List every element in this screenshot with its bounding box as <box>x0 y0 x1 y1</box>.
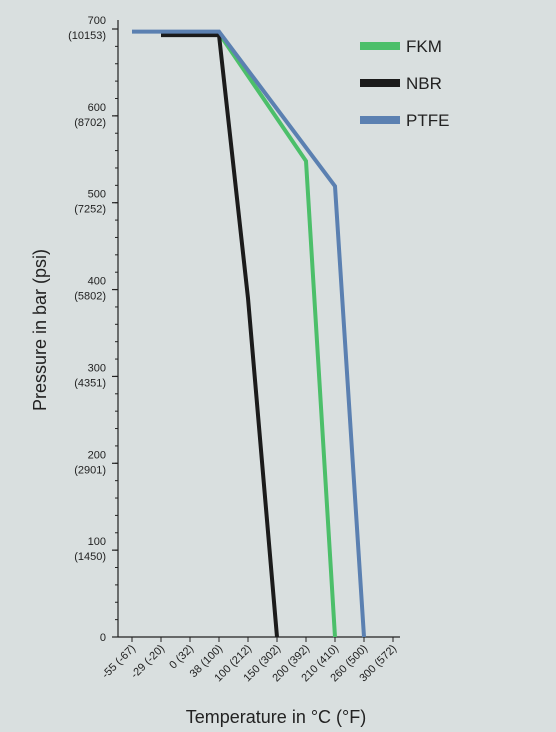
y-tick-label: 700 <box>88 15 106 27</box>
y-tick-psi-label: (7252) <box>74 204 106 216</box>
y-tick-label: 100 <box>88 536 106 548</box>
y-tick-label: 300 <box>88 362 106 374</box>
x-axis-title: Temperature in °C (°F) <box>186 707 366 727</box>
y-tick-label: 600 <box>88 102 106 114</box>
legend: FKM NBR PTFE <box>360 37 449 130</box>
series-line-fkm <box>161 31 337 638</box>
y-tick-psi-label: (1450) <box>74 551 106 563</box>
y-tick-psi-label: (10153) <box>68 30 106 42</box>
y-tick-psi-label: (2901) <box>74 464 106 476</box>
legend-label-ptfe: PTFE <box>406 111 449 130</box>
series-line-ptfe <box>132 29 366 638</box>
y-tick-psi-label: (5802) <box>74 291 106 303</box>
y-tick-label: 500 <box>88 189 106 201</box>
y-tick-label: 0 <box>100 632 106 644</box>
y-tick-label: 200 <box>88 449 106 461</box>
axes <box>117 20 400 638</box>
legend-label-nbr: NBR <box>406 74 442 93</box>
y-tick-psi-label: (4351) <box>74 377 106 389</box>
y-axis-title: Pressure in bar (psi) <box>30 249 50 411</box>
series-line-nbr <box>161 33 279 638</box>
legend-label-fkm: FKM <box>406 37 442 56</box>
y-tick-psi-label: (8702) <box>74 117 106 129</box>
series-lines <box>132 29 366 638</box>
y-tick-label: 400 <box>88 276 106 288</box>
